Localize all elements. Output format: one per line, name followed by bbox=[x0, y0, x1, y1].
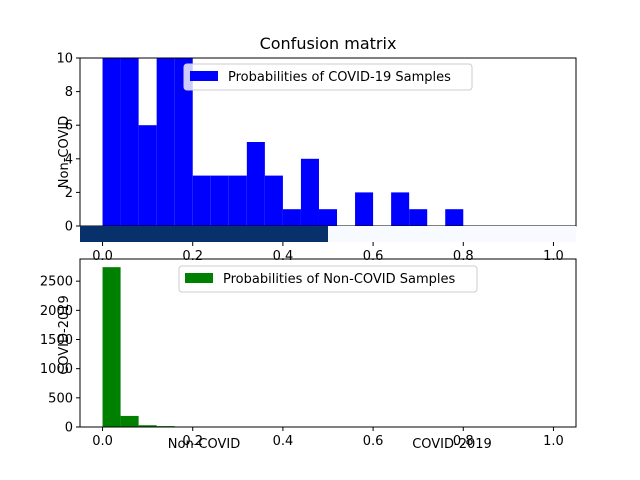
bottom-x-tick-label: 1.0 bbox=[543, 434, 564, 449]
bottom-y-ticks: 0 500 1000 1500 2000 2500 bbox=[40, 275, 80, 436]
bottom-histogram-bar bbox=[102, 267, 121, 427]
bottom-x-tick-label: 0.4 bbox=[273, 434, 294, 449]
top-histogram-bar bbox=[264, 175, 283, 226]
bottom-y-tick-label: 500 bbox=[48, 391, 73, 406]
top-histogram-bar bbox=[282, 209, 301, 226]
matrix-col-label-non-covid: Non-COVID bbox=[168, 437, 240, 452]
matrix-cell-dark bbox=[80, 226, 328, 242]
top-x-tick-label: 0.8 bbox=[453, 249, 474, 264]
top-x-tick-label: 0.6 bbox=[363, 249, 384, 264]
top-y-tick-label: 2 bbox=[65, 186, 73, 201]
top-histogram-bar bbox=[318, 209, 338, 226]
matrix-row-label-covid: COVID-2019 bbox=[57, 295, 72, 375]
top-histogram-bar bbox=[391, 192, 410, 226]
top-legend-box bbox=[183, 63, 473, 91]
bottom-legend-box bbox=[178, 265, 478, 293]
bottom-x-ticks: 0.0 0.2 0.4 0.6 0.8 1.0 bbox=[92, 427, 564, 449]
bottom-subplot: 0.0 0.2 0.4 0.6 0.8 1.0 05001000150020002500 … bbox=[40, 258, 577, 449]
bottom-x-tick-label: 0.8 bbox=[453, 434, 474, 449]
top-x-tick-label: 0.0 bbox=[92, 249, 113, 264]
top-histogram-bar bbox=[210, 175, 229, 226]
top-histogram-bar bbox=[228, 175, 247, 226]
top-x-tick-label: 0.2 bbox=[182, 249, 203, 264]
top-x-tick-label: 1.0 bbox=[543, 249, 564, 264]
top-legend-swatch bbox=[190, 71, 218, 81]
top-legend: Probabilities of COVID-19 Samples bbox=[183, 63, 473, 91]
top-y-tick-label: 8 bbox=[65, 85, 73, 100]
top-subplot: 0.0 0.2 0.4 0.6 0.8 1.0 0 2 4 6 8 10 Probabilities… bbox=[56, 52, 577, 264]
bottom-y-tick-label: 1500 bbox=[40, 333, 73, 348]
top-histogram-bar bbox=[300, 158, 319, 226]
bottom-y-tick-label: 2000 bbox=[40, 304, 73, 319]
bottom-histogram-bar bbox=[138, 425, 157, 427]
bottom-y-tick-label: 1000 bbox=[40, 362, 73, 377]
bottom-x-tick-label: 0.0 bbox=[92, 434, 113, 449]
bottom-x-tick-label: 0.2 bbox=[182, 434, 203, 449]
top-histogram-bar bbox=[355, 192, 374, 226]
top-histogram-bar bbox=[445, 209, 464, 226]
bottom-legend: Probabilities of Non-COVID Samples bbox=[178, 265, 478, 293]
chart-title: Confusion matrix bbox=[260, 34, 397, 53]
top-bars bbox=[102, 58, 464, 226]
top-x-tick-label: 0.4 bbox=[273, 249, 294, 264]
top-histogram-bar bbox=[246, 142, 265, 226]
top-x-ticks: 0.0 0.2 0.4 0.6 0.8 1.0 bbox=[92, 242, 564, 264]
top-legend-label: Probabilities of COVID-19 Samples bbox=[228, 70, 451, 85]
bottom-legend-label: Probabilities of Non-COVID Samples bbox=[223, 272, 456, 287]
bottom-y-tick-label: 2500 bbox=[40, 275, 73, 290]
top-histogram-bar bbox=[174, 58, 193, 226]
top-y-tick-label: 10 bbox=[56, 52, 73, 67]
top-y-tick-label: 0 bbox=[65, 220, 73, 235]
top-y-ticks: 0 2 4 6 8 10 bbox=[56, 52, 80, 235]
matrix-row-label-non-covid: Non-COVID bbox=[57, 116, 72, 188]
bottom-x-tick-label: 0.6 bbox=[363, 434, 384, 449]
top-histogram-bar bbox=[409, 209, 428, 226]
top-histogram-bar bbox=[192, 175, 211, 226]
bottom-histogram-bar bbox=[120, 415, 139, 427]
matrix-cell-light bbox=[328, 226, 576, 242]
matrix-col-label-covid: COVID-2019 bbox=[412, 437, 492, 452]
top-histogram-bar bbox=[102, 58, 121, 226]
confusion-matrix-overlay bbox=[80, 226, 576, 242]
top-y-tick-label: 4 bbox=[65, 152, 73, 167]
bottom-y-tick-label: 0 bbox=[65, 421, 73, 436]
top-histogram-bar bbox=[156, 58, 175, 226]
bottom-axes-frame bbox=[79, 258, 577, 428]
top-histogram-bar bbox=[138, 125, 157, 226]
top-y-tick-label: 6 bbox=[65, 119, 73, 134]
bottom-legend-swatch bbox=[185, 273, 213, 283]
top-histogram-bar bbox=[120, 58, 139, 226]
